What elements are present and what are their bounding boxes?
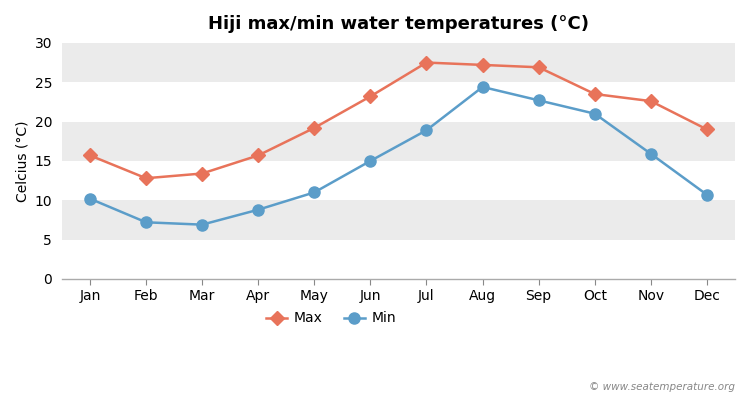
Bar — [62, 200, 735, 240]
Max — [422, 60, 431, 65]
Min — [422, 128, 431, 133]
Min — [142, 220, 151, 225]
Max — [646, 99, 656, 104]
Bar — [62, 43, 735, 82]
Min — [534, 98, 543, 103]
Max — [310, 126, 319, 130]
Max — [534, 65, 543, 70]
Max — [198, 171, 207, 176]
Bar — [62, 240, 735, 279]
Max — [703, 127, 712, 132]
Max — [478, 62, 487, 67]
Min — [590, 111, 599, 116]
Max — [86, 153, 94, 158]
Min — [478, 84, 487, 89]
Bar — [62, 161, 735, 200]
Max — [366, 94, 375, 99]
Min — [366, 158, 375, 163]
Text: © www.seatemperature.org: © www.seatemperature.org — [589, 382, 735, 392]
Title: Hiji max/min water temperatures (°C): Hiji max/min water temperatures (°C) — [208, 15, 589, 33]
Min — [703, 192, 712, 197]
Min — [254, 207, 262, 212]
Bar — [62, 122, 735, 161]
Min — [86, 196, 94, 201]
Line: Min: Min — [85, 81, 712, 230]
Min — [310, 190, 319, 195]
Line: Max: Max — [85, 58, 712, 183]
Max — [254, 153, 262, 158]
Min — [646, 152, 656, 156]
Max — [142, 176, 151, 181]
Y-axis label: Celcius (°C): Celcius (°C) — [15, 120, 29, 202]
Legend: Max, Min: Max, Min — [261, 306, 402, 331]
Bar — [62, 82, 735, 122]
Min — [198, 222, 207, 227]
Max — [590, 92, 599, 96]
